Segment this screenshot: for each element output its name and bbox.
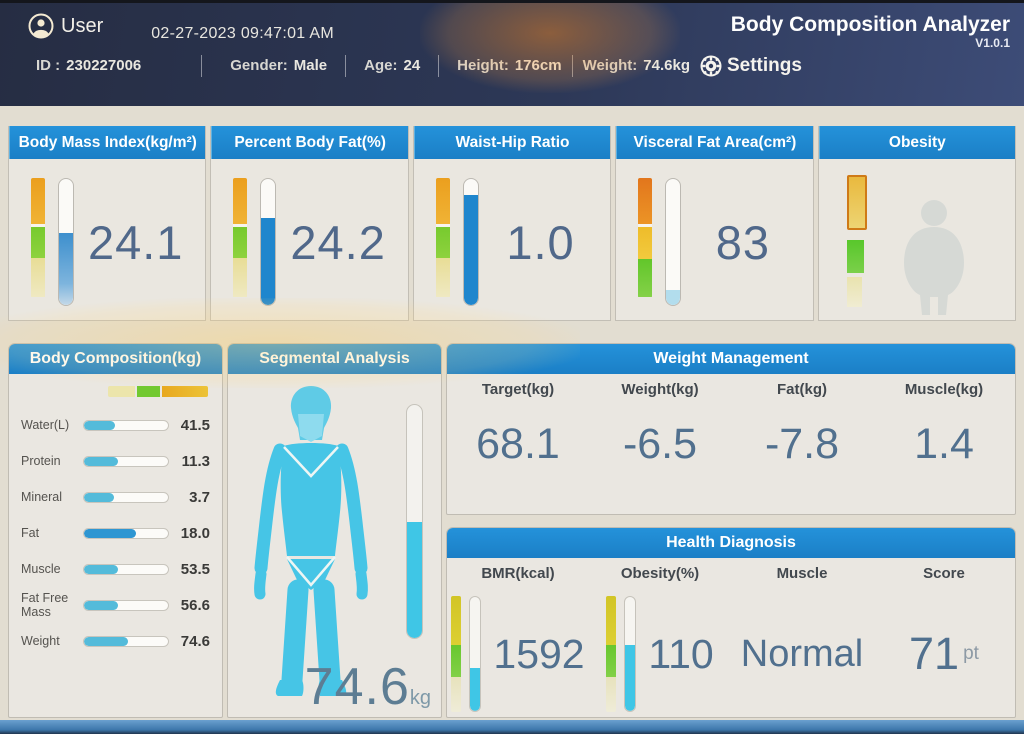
- row-mineral: Mineral 3.7: [21, 488, 210, 506]
- hd-bmr-label: BMR(kcal): [481, 565, 555, 582]
- screen-bottom-edge: [0, 720, 1024, 734]
- card-visceral-fat: Visceral Fat Area(cm²) 83: [615, 126, 814, 321]
- user-icon: [28, 13, 54, 39]
- wm-weight-label: Weight(kg): [621, 381, 699, 398]
- patient-height: Height: 176cm: [457, 57, 562, 75]
- segmental-analysis-title: Segmental Analysis: [228, 344, 441, 374]
- waist-hip-thermometer: [462, 178, 479, 306]
- wm-fat-label: Fat(kg): [777, 381, 827, 398]
- card-bmi-title: Body Mass Index(kg/m²): [9, 126, 206, 159]
- visceral-fat-thermometer: [665, 178, 682, 306]
- obesity-scale: [846, 175, 867, 307]
- score-unit: pt: [963, 643, 979, 664]
- settings-button[interactable]: Settings: [700, 55, 802, 77]
- body-composition-title: Body Composition(kg): [9, 344, 222, 374]
- app-title: Body Composition Analyzer: [730, 13, 1010, 36]
- visceral-fat-value: 83: [715, 215, 771, 269]
- card-obesity: Obesity: [817, 126, 1017, 321]
- hd-muscle: Normal: [731, 590, 873, 718]
- bmi-gauge: [31, 178, 74, 306]
- wm-muscle-label: Muscle(kg): [904, 381, 984, 398]
- patient-info-bar: ID :230227006 Gender: Male Age: 24 Height:…: [14, 54, 1010, 77]
- composition-legend: [108, 386, 208, 397]
- hd-obesity: 110: [589, 590, 731, 718]
- wm-weight-value: -6.5: [622, 420, 698, 468]
- metric-cards-row: Body Mass Index(kg/m²) 24.1 Percent Body…: [8, 126, 1017, 321]
- body-composition-panel: Body Composition(kg) Water(L) 41.5 Prote…: [8, 343, 223, 718]
- row-muscle: Muscle 53.5: [21, 560, 210, 578]
- waist-hip-value: 1.0: [506, 215, 575, 269]
- card-bmi: Body Mass Index(kg/m²) 24.1: [8, 126, 207, 321]
- gear-icon: [700, 55, 722, 77]
- user-button[interactable]: User: [28, 13, 103, 39]
- score-value: 71: [909, 628, 960, 679]
- bmr-value: 1592: [493, 630, 585, 677]
- row-fat: Fat 18.0: [21, 524, 210, 542]
- hd-muscle-label: Muscle: [776, 565, 828, 582]
- bmi-thermometer: [58, 178, 74, 306]
- body-fat-gauge: [233, 178, 277, 306]
- lower-section: Body Composition(kg) Water(L) 41.5 Prote…: [8, 343, 1016, 718]
- body-fat-thermometer: [260, 178, 277, 306]
- human-body-silhouette: [236, 384, 386, 709]
- row-weight: Weight 74.6: [21, 632, 210, 650]
- wm-muscle-value: 1.4: [914, 420, 974, 468]
- wm-target-value: 68.1: [476, 420, 560, 468]
- divider: [345, 54, 347, 77]
- divider: [571, 54, 573, 77]
- card-body-fat: Percent Body Fat(%) 24.2: [210, 126, 409, 321]
- card-visceral-fat-title: Visceral Fat Area(cm²): [616, 126, 813, 159]
- hd-score: 71 pt: [873, 590, 1015, 718]
- weight-management-title: Weight Management: [447, 344, 1015, 374]
- divider: [438, 54, 440, 77]
- card-waist-hip-title: Waist-Hip Ratio: [413, 126, 611, 159]
- main-content: Body Mass Index(kg/m²) 24.1 Percent Body…: [0, 106, 1024, 718]
- obesity-pct-value: 110: [648, 630, 714, 677]
- patient-gender: Gender: Male: [230, 57, 328, 75]
- user-label: User: [61, 14, 104, 37]
- card-body-fat-title: Percent Body Fat(%): [211, 126, 408, 159]
- row-water: Water(L) 41.5: [21, 416, 210, 434]
- hd-obesity-label: Obesity(%): [620, 565, 700, 582]
- waist-hip-gauge: [435, 178, 479, 306]
- datetime: 02-27-2023 09:47:01 AM: [151, 25, 334, 42]
- obesity-pct-gauge: [606, 596, 637, 712]
- patient-id: ID :230227006: [36, 57, 142, 75]
- bmi-value: 24.1: [87, 215, 184, 269]
- segmental-thermometer: [406, 404, 423, 639]
- card-obesity-title: Obesity: [818, 126, 1016, 159]
- obese-person-icon: [892, 197, 976, 315]
- segmental-analysis-panel: Segmental Analysis: [227, 343, 442, 718]
- bmr-gauge: [451, 596, 482, 712]
- settings-label: Settings: [726, 54, 802, 76]
- health-diagnosis-panel: Health Diagnosis BMR(kcal) Obesity(%) Mu…: [446, 527, 1016, 718]
- patient-age: Age: 24: [364, 57, 421, 75]
- row-protein: Protein 11.3: [21, 452, 210, 470]
- visceral-fat-gauge: [638, 178, 682, 306]
- muscle-status-value: Normal: [740, 632, 864, 675]
- segmental-weight: 74.6kg: [304, 658, 431, 716]
- row-fat-free-mass: Fat Free Mass 56.6: [21, 590, 210, 619]
- hd-bmr: 1592: [447, 590, 589, 718]
- app-version: V1.0.1: [975, 36, 1010, 51]
- hd-score-label: Score: [923, 565, 965, 582]
- health-diagnosis-title: Health Diagnosis: [447, 528, 1015, 558]
- patient-weight: Weight: 74.6kg: [582, 57, 690, 75]
- wm-target-label: Target(kg): [481, 381, 555, 398]
- wm-fat-value: -7.8: [764, 420, 840, 468]
- app-header: User 02-27-2023 09:47:01 AM Body Composi…: [0, 3, 1024, 106]
- obesity-level-indicator: [846, 175, 867, 231]
- weight-management-panel: Weight Management Target(kg) Weight(kg) …: [446, 343, 1016, 515]
- body-fat-value: 24.2: [290, 215, 386, 269]
- card-waist-hip: Waist-Hip Ratio 1.0: [412, 126, 612, 321]
- divider: [201, 54, 203, 77]
